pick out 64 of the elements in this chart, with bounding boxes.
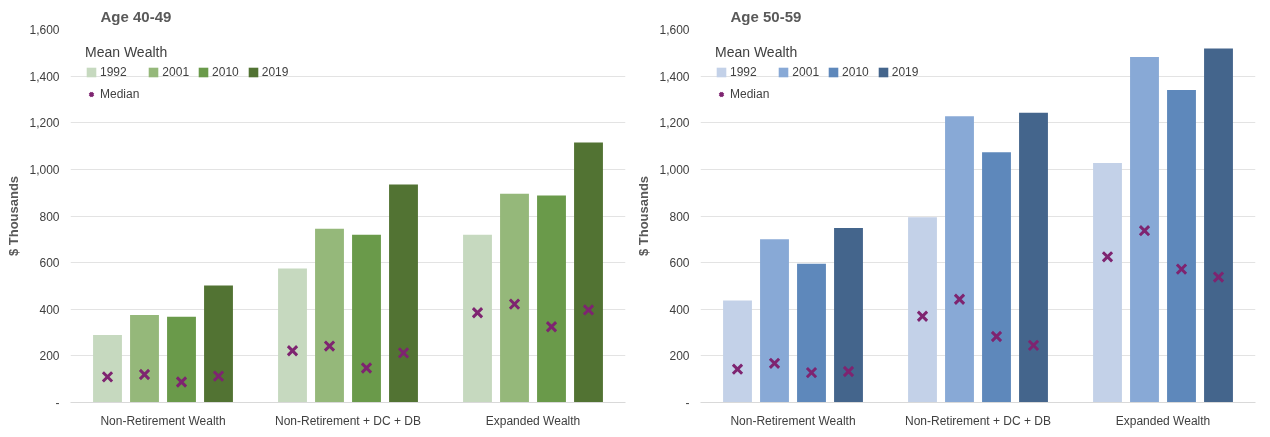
bar [797, 263, 826, 403]
bar [167, 316, 196, 403]
x-tick-label: Expanded Wealth [485, 413, 581, 428]
y-tick-label: 1,600 [29, 23, 60, 37]
y-tick-label: 1,000 [659, 162, 690, 177]
bar [500, 193, 529, 403]
bar [945, 116, 974, 403]
x-tick-label: Non-Retirement Wealth [730, 413, 856, 428]
y-tick-label: - [685, 396, 690, 410]
legend-label: Median [730, 87, 770, 101]
x-tick-label: Expanded Wealth [1115, 413, 1211, 428]
y-tick-label: 1,200 [29, 116, 60, 131]
y-tick-label: - [55, 396, 60, 410]
bar [908, 217, 937, 403]
y-tick-label: 800 [669, 209, 690, 224]
y-tick-label: 600 [669, 256, 690, 271]
legend-label: 2001 [162, 65, 190, 79]
y-tick-label: 600 [39, 256, 60, 271]
legend-label: 2019 [261, 65, 289, 79]
y-tick-label: 1,400 [29, 69, 60, 84]
y-tick-label: 200 [39, 349, 60, 364]
x-tick-label: Non-Retirement + DC + DB [904, 413, 1052, 428]
bar [834, 228, 863, 403]
bar [352, 234, 381, 403]
legend-title: Mean Wealth [85, 44, 169, 60]
x-tick-label: Non-Retirement + DC + DB [274, 413, 422, 428]
y-tick-label: 400 [39, 302, 60, 317]
legend-label: 2010 [842, 65, 869, 79]
bar [760, 239, 789, 403]
bar [315, 228, 344, 403]
chart-title: Age 40-49 [100, 7, 172, 25]
legend-label: 1992 [730, 65, 757, 79]
y-tick-label: 1,200 [659, 116, 690, 131]
y-tick-label: 1,000 [29, 162, 60, 177]
bar [278, 268, 307, 403]
bar [574, 142, 603, 403]
bar [389, 184, 418, 403]
bar [130, 315, 159, 403]
bar [723, 300, 752, 403]
bar [1019, 112, 1048, 403]
y-tick-label: 200 [669, 349, 690, 364]
y-tick-label: 800 [39, 209, 60, 224]
bar [1130, 57, 1159, 403]
y-tick-label: 400 [669, 302, 690, 317]
bar [1093, 163, 1122, 403]
y-tick-label: 1,600 [659, 23, 690, 37]
y-tick-label: 1,400 [659, 69, 690, 84]
bar [982, 152, 1011, 403]
legend-label: 2001 [792, 65, 820, 79]
legend-label: 2019 [891, 65, 919, 79]
legend-title: Mean Wealth [715, 44, 799, 60]
bar [204, 285, 233, 403]
bar [463, 234, 492, 403]
chart-title: Age 50-59 [730, 7, 802, 25]
legend-label: 1992 [100, 65, 127, 79]
bar [537, 195, 566, 403]
bar [1204, 48, 1233, 403]
y-axis-title: $ Thousands [636, 175, 652, 257]
legend-label: 2010 [212, 65, 239, 79]
x-tick-label: Non-Retirement Wealth [100, 413, 226, 428]
bar [93, 334, 122, 403]
y-axis-title: $ Thousands [6, 175, 22, 257]
legend-label: Median [100, 87, 140, 101]
bar [1167, 90, 1196, 403]
